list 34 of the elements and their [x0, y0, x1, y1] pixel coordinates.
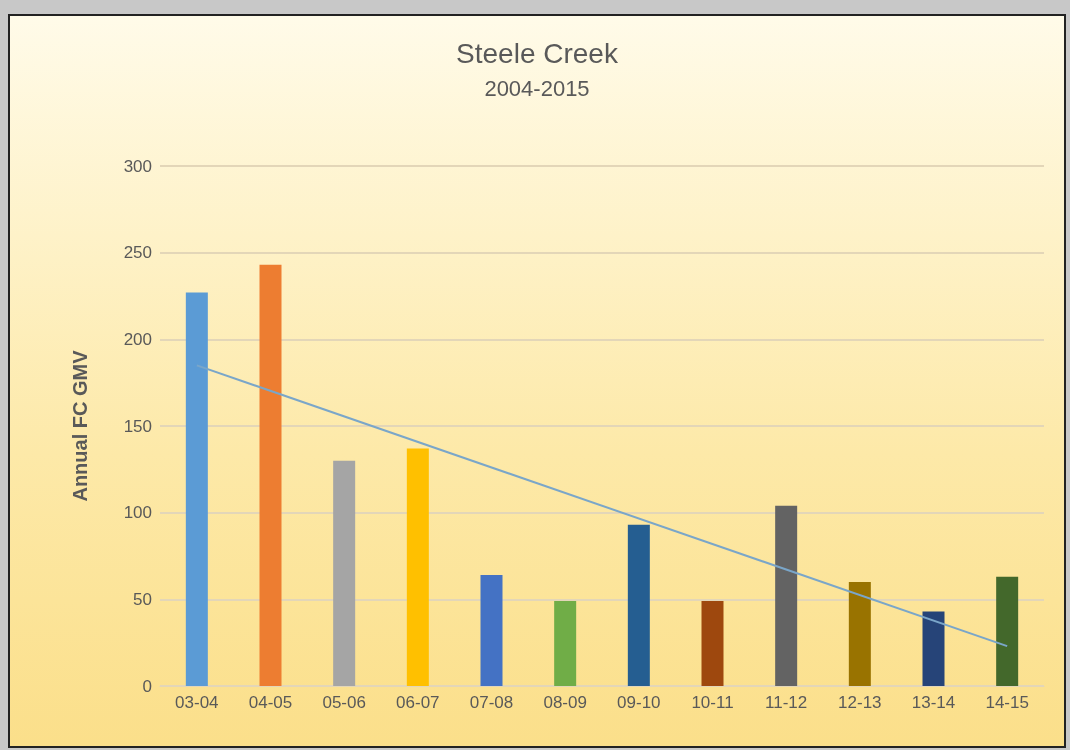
- x-tick-label: 03-04: [175, 693, 219, 712]
- x-tick-label: 06-07: [396, 693, 440, 712]
- bar: [259, 264, 282, 686]
- x-tick-label: 05-06: [322, 693, 366, 712]
- chart-subtitle: 2004-2015: [484, 75, 590, 101]
- bar: [627, 524, 650, 686]
- y-tick-label: 150: [123, 416, 152, 436]
- bar: [480, 575, 503, 686]
- x-tick-label: 08-09: [543, 693, 587, 712]
- x-tick-label: 09-10: [617, 693, 661, 712]
- x-tick-label: 13-14: [911, 693, 956, 712]
- y-tick-label: 100: [123, 503, 152, 523]
- bar: [554, 601, 577, 686]
- x-tick-label: 07-08: [469, 693, 514, 712]
- bar: [406, 448, 429, 686]
- y-axis-title: Annual FC GMV: [69, 349, 91, 502]
- bar: [701, 601, 724, 686]
- chart-title: Steele Creek: [456, 37, 619, 69]
- x-tick-label: 11-12: [765, 693, 808, 712]
- y-tick-label: 250: [123, 243, 152, 263]
- x-tick-label: 10-11: [691, 693, 734, 712]
- x-tick-label: 14-15: [985, 693, 1029, 712]
- bar: [333, 460, 356, 686]
- x-tick-label: 12-13: [838, 693, 882, 712]
- y-tick-label: 0: [142, 676, 152, 696]
- y-tick-label: 50: [133, 589, 152, 609]
- bar: [922, 611, 945, 686]
- x-tick-label: 04-05: [248, 693, 293, 712]
- y-tick-label: 300: [123, 156, 152, 176]
- y-tick-label: 200: [123, 329, 152, 349]
- bar: [775, 505, 798, 686]
- bar: [996, 576, 1019, 686]
- bar: [185, 292, 208, 686]
- bar: [848, 582, 871, 686]
